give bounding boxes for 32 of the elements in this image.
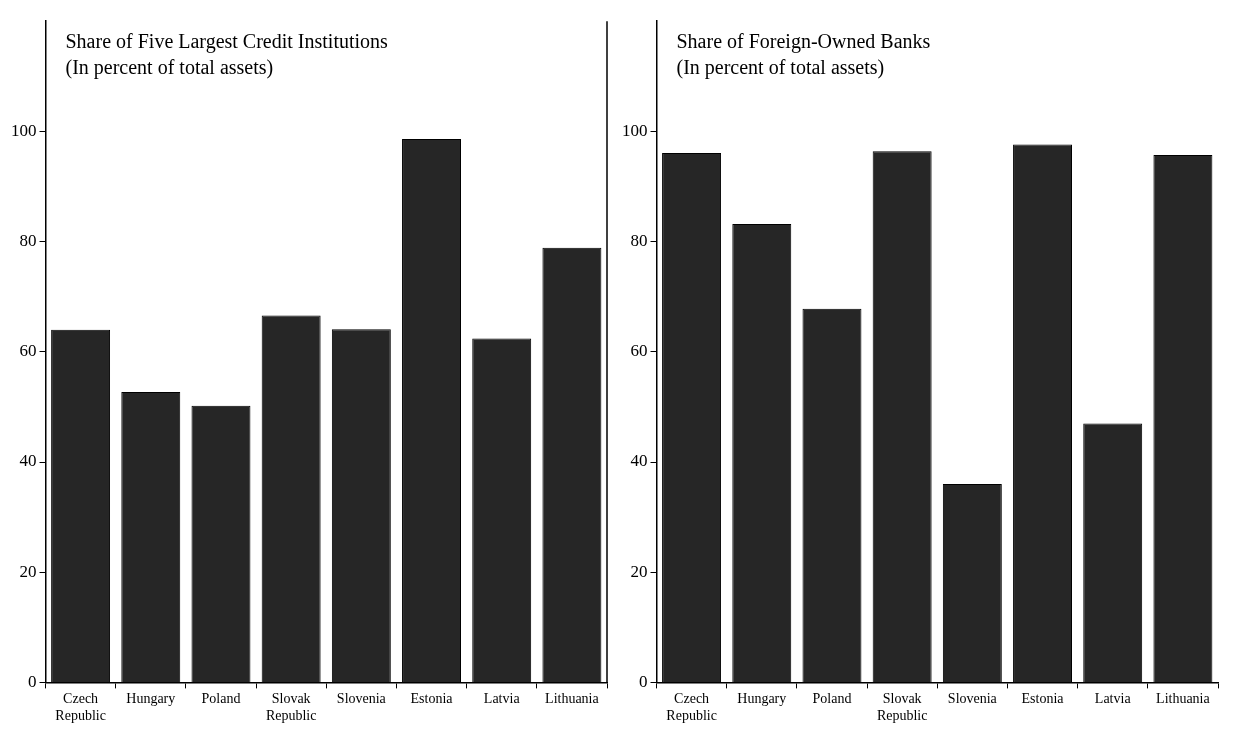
x-tick-label: Slovak Republic [265, 691, 317, 724]
y-tick-label: 60 [630, 341, 648, 361]
x-tick-label: Hungary [126, 691, 176, 707]
x-tick-label: Slovak Republic [876, 691, 928, 724]
x-tick-label: Latvia [1094, 691, 1132, 707]
text: (In percent of total assets) [676, 56, 885, 80]
text: Share of Five Largest Credit Institutions [65, 30, 389, 54]
x-tick-label: Lithuania [1156, 691, 1211, 707]
x-tick-label: Estonia [1021, 691, 1065, 707]
x-tick-label: Hungary [737, 691, 787, 707]
text: (In percent of total assets) [65, 56, 274, 80]
y-tick-label: 60 [19, 341, 37, 361]
text: Share of Foreign-Owned Banks [676, 30, 931, 54]
y-tick-label: 40 [19, 451, 37, 471]
x-tick-label: Poland [201, 691, 241, 707]
x-tick-label: Slovenia [947, 691, 998, 707]
x-tick-label: Latvia [483, 691, 521, 707]
y-tick-label: 20 [630, 561, 648, 581]
x-tick-label: Poland [812, 691, 852, 707]
y-tick-label: 80 [19, 231, 37, 251]
x-tick-label: Czech Republic [666, 691, 717, 724]
x-tick-label: Lithuania [545, 691, 600, 707]
y-tick-label: 100 [622, 120, 648, 140]
x-tick-label: Estonia [410, 691, 454, 707]
x-tick-label: Czech Republic [55, 691, 106, 724]
x-tick-label: Slovenia [336, 691, 387, 707]
y-tick-label: 80 [630, 231, 648, 251]
y-tick-label: 100 [11, 120, 37, 140]
y-tick-label: 20 [19, 561, 37, 581]
y-tick-label: 0 [639, 671, 648, 691]
y-tick-label: 40 [630, 451, 648, 471]
y-tick-label: 0 [28, 671, 37, 691]
